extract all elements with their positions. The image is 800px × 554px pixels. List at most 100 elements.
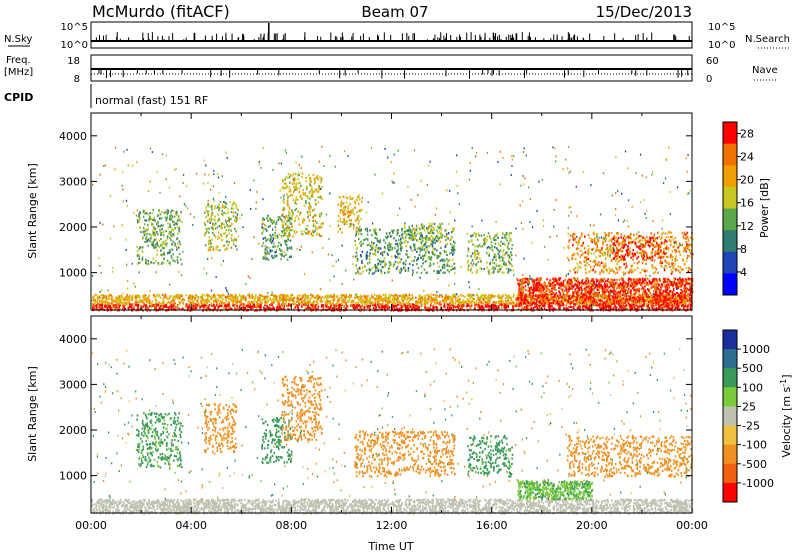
heatmap-cell <box>367 306 370 309</box>
heatmap-cell <box>452 300 454 303</box>
heatmap-cell <box>534 279 536 282</box>
heatmap-cell <box>354 306 356 309</box>
heatmap-cell <box>92 299 95 303</box>
heatmap-cell <box>489 294 491 297</box>
heatmap-cell <box>680 291 682 295</box>
heatmap-cell <box>690 296 692 299</box>
heatmap-cell <box>543 284 545 287</box>
heatmap-cell <box>214 295 216 298</box>
heatmap-cell <box>434 297 437 301</box>
heatmap-cell <box>433 298 435 301</box>
heatmap-cell <box>680 279 682 282</box>
heatmap-cell <box>252 296 255 299</box>
heatmap-cell <box>357 301 359 305</box>
heatmap-cell <box>512 300 515 303</box>
heatmap-cell <box>621 306 624 309</box>
heatmap-cell <box>625 293 627 296</box>
heatmap-cell <box>367 299 369 302</box>
heatmap-cell <box>454 294 457 298</box>
heatmap-cell <box>394 294 396 297</box>
heatmap-cell <box>229 308 231 311</box>
heatmap-cell <box>270 299 273 302</box>
heatmap-cell <box>583 293 586 296</box>
heatmap-cell <box>278 295 281 298</box>
heatmap-cell <box>546 293 549 296</box>
heatmap-cell <box>156 293 158 296</box>
heatmap-cell <box>553 279 555 282</box>
heatmap-cell <box>134 302 136 305</box>
heatmap-cell <box>104 295 107 298</box>
heatmap-cell <box>655 297 657 301</box>
heatmap-cell <box>665 296 667 299</box>
heatmap-cell <box>276 307 278 310</box>
heatmap-cell <box>128 299 131 302</box>
heatmap-cell <box>413 304 415 307</box>
heatmap-cell <box>315 300 318 303</box>
heatmap-cell <box>398 307 400 310</box>
heatmap-cell <box>577 292 580 295</box>
heatmap-cell <box>401 295 403 298</box>
heatmap-cell <box>529 287 531 290</box>
freq-label-line1: Freq. <box>6 55 31 66</box>
heatmap-cell <box>517 308 520 311</box>
heatmap-cell <box>670 298 672 302</box>
heatmap-cell <box>200 295 202 298</box>
heatmap-cell <box>109 308 112 311</box>
heatmap-cell <box>563 297 565 300</box>
heatmap-cell <box>137 304 140 307</box>
heatmap-cell <box>213 303 215 306</box>
heatmap-cell <box>116 296 118 299</box>
heatmap-cell <box>591 284 594 287</box>
heatmap-cell <box>147 238 150 241</box>
heatmap-cell <box>392 301 394 304</box>
heatmap-cell <box>121 302 124 305</box>
heatmap-cell <box>335 304 338 307</box>
heatmap-cell <box>515 302 518 305</box>
heatmap-cell <box>401 306 404 309</box>
heatmap-cell <box>489 304 491 308</box>
heatmap-cell <box>652 299 655 302</box>
heatmap-cell <box>394 305 397 308</box>
heatmap-cell <box>232 302 234 305</box>
heatmap-cell <box>681 299 683 302</box>
heatmap-cell <box>599 278 602 282</box>
heatmap-cell <box>201 304 203 307</box>
heatmap-cell <box>188 306 191 310</box>
heatmap-cell <box>333 304 335 307</box>
heatmap-cell <box>255 305 257 308</box>
heatmap-cell <box>232 298 234 301</box>
heatmap-cell <box>676 306 679 310</box>
heatmap-cell <box>672 284 674 287</box>
heatmap-cell <box>641 286 644 289</box>
heatmap-cell <box>632 300 635 303</box>
heatmap-cell <box>131 298 134 301</box>
heatmap-cell <box>588 305 590 308</box>
heatmap-cell <box>659 280 661 283</box>
heatmap-cell <box>675 302 678 305</box>
heatmap-cell <box>462 294 464 297</box>
heatmap-cell <box>128 302 130 305</box>
heatmap-cell <box>266 299 268 302</box>
heatmap-cell <box>554 283 557 287</box>
heatmap-cell <box>501 294 504 297</box>
heatmap-cell <box>187 307 189 311</box>
heatmap-cell <box>492 302 494 305</box>
heatmap-cell <box>584 305 586 308</box>
heatmap-cell <box>607 290 610 293</box>
heatmap-cell <box>601 296 603 299</box>
heatmap-cell <box>649 301 652 304</box>
heatmap-cell <box>578 302 581 306</box>
heatmap-cell <box>684 297 687 300</box>
heatmap-cell <box>443 303 446 306</box>
heatmap-cell <box>101 306 103 309</box>
heatmap-cell <box>340 302 343 305</box>
heatmap-cell <box>263 297 266 300</box>
heatmap-cell <box>206 302 208 305</box>
heatmap-cell <box>314 306 317 310</box>
heatmap-cell <box>271 303 273 306</box>
heatmap-cell <box>237 300 240 303</box>
heatmap-cell <box>534 284 537 287</box>
heatmap-cell <box>271 302 273 305</box>
heatmap-cell <box>558 277 560 280</box>
heatmap-cell <box>577 291 579 294</box>
